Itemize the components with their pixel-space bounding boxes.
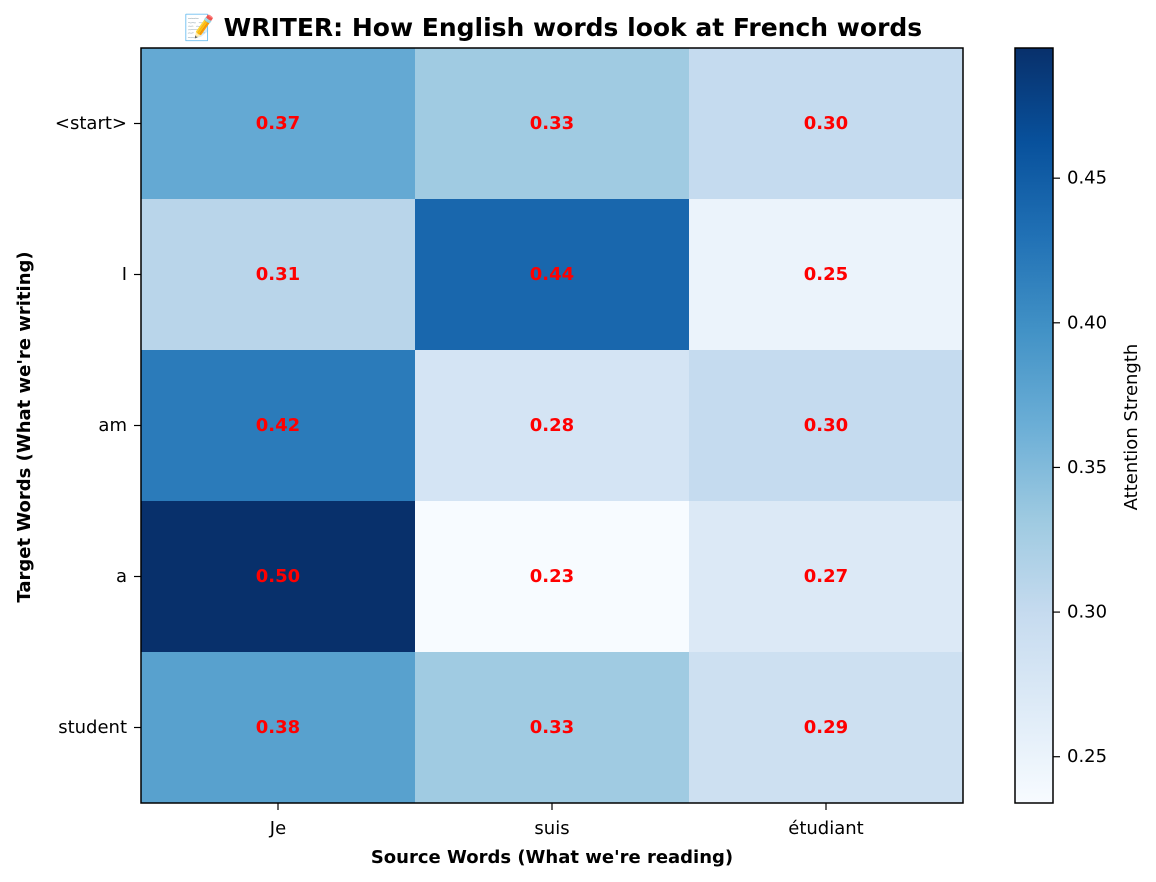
heatmap-value-labels: 0.37 0.33 0.30 0.31 0.44 0.25 0.42 0.28 0.30 0.50…: [256, 113, 848, 738]
heatmap-cell: [689, 350, 964, 502]
heatmap-cell: [415, 48, 690, 200]
heatmap-cell: [689, 652, 964, 804]
heatmap-cell: [415, 501, 690, 653]
heatmap-cell: [415, 350, 690, 502]
cell-value-label: 0.38: [256, 717, 300, 738]
cell-value-label: 0.33: [530, 113, 574, 134]
y-axis-ticks: <start> Iam a student: [55, 113, 141, 738]
cell-value-label: 0.23: [530, 566, 574, 587]
x-tick-label: suis: [534, 818, 569, 839]
y-axis-label: Target Words (What we're writing): [14, 251, 35, 602]
colorbar-tick-label: 0.25: [1067, 746, 1107, 767]
heatmap-cell: [141, 501, 416, 653]
heatmap-cell: [689, 199, 964, 351]
y-tick-label: student: [58, 717, 127, 738]
cell-value-label: 0.29: [804, 717, 848, 738]
cell-value-label: 0.37: [256, 113, 300, 134]
heatmap-cell: [141, 350, 416, 502]
heatmap-cell: [141, 48, 416, 200]
colorbar-label: Attention Strength: [1121, 344, 1142, 511]
cell-value-label: 0.44: [530, 264, 574, 285]
x-axis-label: Source Words (What we're reading): [371, 847, 733, 868]
heatmap-cell: [689, 501, 964, 653]
heatmap-cells: [141, 48, 964, 804]
colorbar: [1015, 48, 1053, 803]
cell-value-label: 0.31: [256, 264, 300, 285]
cell-value-label: 0.30: [804, 113, 848, 134]
chart-title: 📝 WRITER: How English words look at Fren…: [184, 13, 922, 42]
cell-value-label: 0.25: [804, 264, 848, 285]
cell-value-label: 0.33: [530, 717, 574, 738]
colorbar-tick-label: 0.45: [1067, 168, 1107, 189]
cell-value-label: 0.30: [804, 415, 848, 436]
x-tick-label: Je: [269, 818, 286, 839]
colorbar-ticks: 0.25 0.30 0.35 0.40 0.45: [1053, 168, 1107, 767]
y-tick-label: am: [98, 415, 127, 436]
cell-value-label: 0.50: [256, 566, 300, 587]
colorbar-tick-label: 0.35: [1067, 457, 1107, 478]
cell-value-label: 0.28: [530, 415, 574, 436]
heatmap-cell: [415, 199, 690, 351]
y-tick-label: <start>: [55, 113, 127, 134]
cell-value-label: 0.27: [804, 566, 848, 587]
y-tick-label: a: [116, 566, 127, 587]
x-tick-label: étudiant: [788, 818, 863, 839]
colorbar-tick-label: 0.40: [1067, 312, 1107, 333]
cell-value-label: 0.42: [256, 415, 300, 436]
y-tick-label: I: [122, 264, 127, 285]
heatmap-cell: [689, 48, 964, 200]
x-axis-ticks: Je suis étudiant: [269, 803, 864, 839]
heatmap-cell: [415, 652, 690, 804]
heatmap-cell: [141, 652, 416, 804]
heatmap-cell: [141, 199, 416, 351]
colorbar-tick-label: 0.30: [1067, 602, 1107, 623]
colorbar-frame: [1014, 47, 1054, 804]
